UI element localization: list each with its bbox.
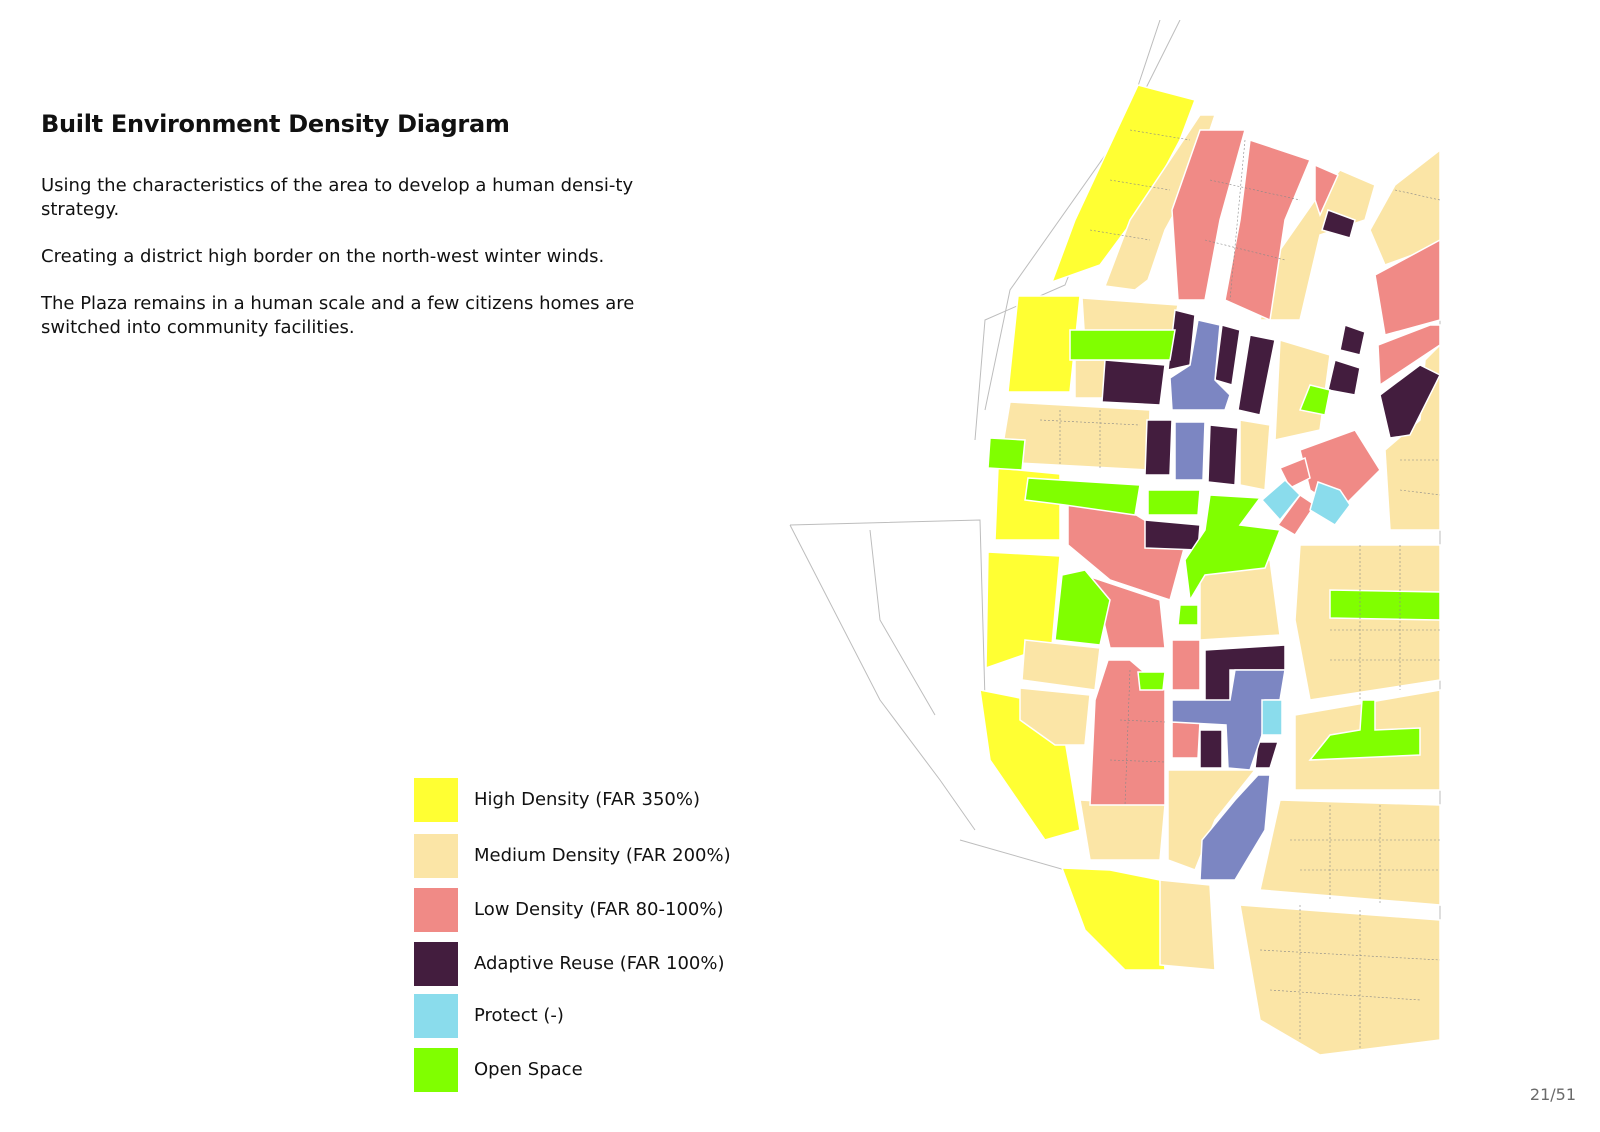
block-adaptive-reuse [1207, 424, 1239, 486]
block-low-density [1314, 163, 1339, 218]
block-low-density [1171, 721, 1201, 759]
block-open-space [1298, 384, 1331, 416]
block-open-space [1137, 671, 1166, 691]
block-low-density [1171, 639, 1201, 691]
block-open-space [1147, 489, 1201, 516]
page-number: 21/51 [1529, 1085, 1576, 1104]
block-medium-density [1294, 544, 1441, 701]
description: Using the characteristics of the area to… [41, 174, 671, 363]
legend-swatch [414, 834, 458, 878]
legend-item-medium-density: Medium Density (FAR 200%) [414, 834, 754, 878]
block-medium-density [1369, 148, 1441, 266]
legend-item-protect: Protect (-) [414, 994, 754, 1038]
block-medium-density [1259, 169, 1376, 321]
legend-label: Medium Density (FAR 200%) [474, 845, 731, 866]
block-low-density [1171, 129, 1246, 301]
legend-swatch [414, 994, 458, 1038]
block-low-density [1089, 659, 1166, 806]
block-open-space [1329, 589, 1441, 621]
block-open-space [1069, 329, 1176, 361]
block-adaptive-reuse [1144, 519, 1201, 551]
page-title: Built Environment Density Diagram [41, 110, 510, 138]
legend-label: Protect (-) [474, 1005, 564, 1026]
block-medium-density [1019, 687, 1091, 746]
block-protect [1260, 478, 1302, 522]
legend-item-high-density: High Density (FAR 350%) [414, 778, 754, 822]
block-plaza [1174, 421, 1206, 481]
block-adaptive-reuse [1144, 419, 1173, 476]
block-medium-density [1274, 339, 1331, 441]
legend-label: Low Density (FAR 80-100%) [474, 899, 724, 920]
legend-swatch [414, 778, 458, 822]
block-low-density [1276, 493, 1317, 537]
block-low-density [1377, 324, 1441, 387]
block-high-density [1050, 84, 1196, 284]
description-paragraph: The Plaza remains in a human scale and a… [41, 293, 635, 338]
density-map [789, 20, 1442, 1056]
legend-swatch [414, 888, 458, 932]
block-open-space [1054, 569, 1111, 646]
legend-label: Adaptive Reuse (FAR 100%) [474, 953, 725, 974]
block-open-space [1024, 477, 1141, 516]
block-low-density [1224, 138, 1312, 322]
legend-swatch [414, 1048, 458, 1092]
legend-label: High Density (FAR 350%) [474, 789, 700, 810]
block-adaptive-reuse [1254, 741, 1280, 769]
block-open-space [1177, 604, 1199, 626]
block-protect [1261, 699, 1283, 736]
block-medium-density [1021, 639, 1101, 691]
block-protect [1309, 481, 1351, 526]
block-plaza [1169, 319, 1231, 411]
legend-item-adaptive-reuse: Adaptive Reuse (FAR 100%) [414, 942, 754, 986]
block-adaptive-reuse [1237, 334, 1276, 416]
block-open-space [1308, 699, 1421, 761]
block-medium-density [1159, 879, 1216, 971]
legend-item-open-space: Open Space [414, 1048, 754, 1092]
block-medium-density [1239, 904, 1441, 1056]
map-blocks [979, 84, 1442, 1056]
block-adaptive-reuse [1379, 364, 1442, 439]
description-paragraph: Creating a district high border on the n… [41, 246, 605, 267]
block-medium-density [1239, 419, 1271, 491]
block-adaptive-reuse [1199, 729, 1223, 769]
block-open-space [987, 437, 1026, 471]
block-low-density [1374, 238, 1441, 336]
block-adaptive-reuse [1321, 209, 1356, 239]
block-plaza [1171, 669, 1286, 771]
block-medium-density [1079, 799, 1166, 861]
block-high-density [1060, 867, 1166, 971]
legend-item-low-density: Low Density (FAR 80-100%) [414, 888, 754, 932]
legend-label: Open Space [474, 1059, 583, 1080]
block-adaptive-reuse [1327, 359, 1361, 396]
block-medium-density [1074, 359, 1106, 399]
description-paragraph: Using the characteristics of the area to… [41, 175, 634, 220]
parcel-lines [1039, 129, 1441, 1050]
block-high-density [1007, 295, 1081, 393]
block-medium-density [1259, 799, 1441, 906]
block-plaza [1199, 774, 1271, 881]
block-adaptive-reuse [1339, 324, 1366, 356]
block-adaptive-reuse [1101, 359, 1166, 406]
block-open-space [1184, 494, 1282, 603]
legend-swatch [414, 942, 458, 986]
